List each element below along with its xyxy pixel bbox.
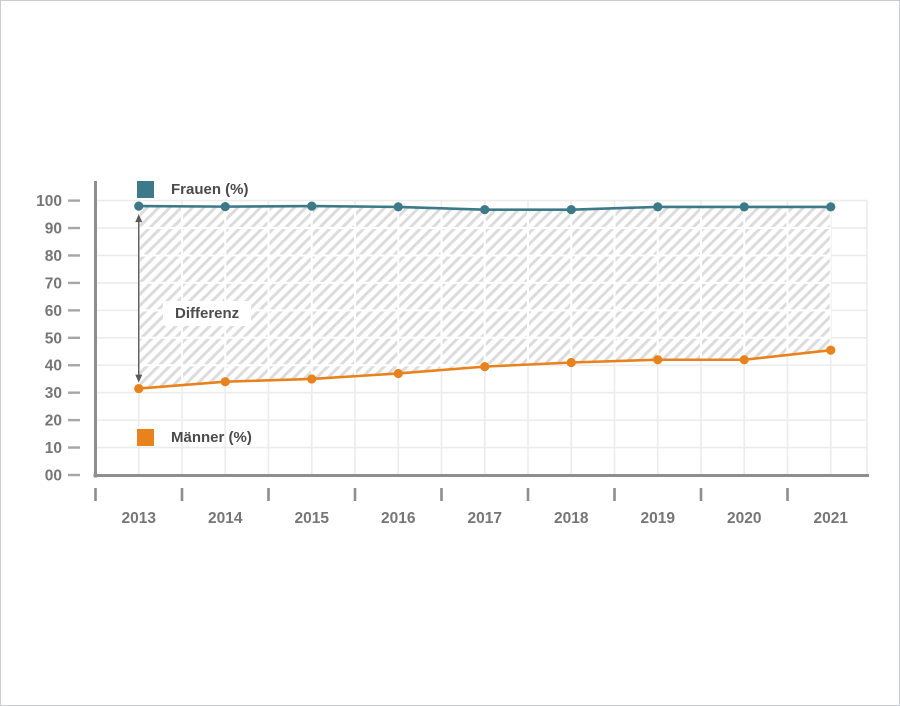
x-tick-label: 2014 xyxy=(208,510,243,527)
y-tick-label: 60 xyxy=(45,303,62,320)
y-axis-ticks-labels: 00 10 20 30 40 50 60 70 80 90 100 xyxy=(36,193,80,485)
x-tick-label: 2017 xyxy=(468,510,502,527)
data-point xyxy=(220,202,230,212)
data-point xyxy=(220,377,230,387)
data-point xyxy=(566,357,576,368)
y-tick-label: 00 xyxy=(45,468,62,485)
x-tick-label: 2015 xyxy=(295,510,330,527)
data-point xyxy=(393,202,403,212)
y-tick-label: 20 xyxy=(45,413,62,430)
data-point xyxy=(480,205,490,215)
frauen-series xyxy=(134,201,836,215)
data-point xyxy=(739,202,749,212)
data-point xyxy=(739,355,749,365)
data-point xyxy=(134,383,144,394)
y-tick-label: 50 xyxy=(45,330,62,347)
x-tick-label: 2021 xyxy=(814,510,849,527)
x-tick-label: 2018 xyxy=(554,510,589,527)
data-point xyxy=(134,201,144,211)
data-point xyxy=(480,362,490,372)
data-point xyxy=(393,368,403,379)
data-point xyxy=(566,205,576,215)
y-tick-label: 70 xyxy=(45,275,62,292)
data-point xyxy=(307,201,317,211)
maenner-series xyxy=(134,345,836,394)
data-point xyxy=(653,202,663,212)
axes xyxy=(93,181,869,478)
x-tick-label: 2013 xyxy=(122,510,157,527)
data-point xyxy=(826,202,836,212)
y-tick-label: 10 xyxy=(45,440,62,457)
y-tick-label: 40 xyxy=(45,358,62,375)
y-tick-label: 100 xyxy=(36,193,62,210)
y-tick-label: 80 xyxy=(45,248,62,265)
frauen-legend-label: Frauen (%) xyxy=(171,181,249,198)
y-tick-label: 90 xyxy=(45,221,62,238)
data-point xyxy=(653,355,663,365)
x-axis-ticks-labels: 2013 2014 2015 2016 2017 2018 2019 2020 2021 xyxy=(94,488,849,527)
maenner-legend-swatch xyxy=(137,429,154,446)
data-point xyxy=(826,345,836,355)
legend-maenner: Männer (%) xyxy=(137,429,252,446)
differenz-annotation-label: Differenz xyxy=(163,301,252,326)
x-tick-label: 2019 xyxy=(641,510,676,527)
x-tick-label: 2016 xyxy=(381,510,416,527)
differenz-arrow xyxy=(135,214,143,383)
legend-frauen: Frauen (%) xyxy=(137,181,249,198)
x-tick-label: 2020 xyxy=(727,510,761,527)
data-point xyxy=(307,374,317,384)
y-tick-label: 30 xyxy=(45,385,62,402)
frauen-legend-swatch xyxy=(137,181,154,198)
maenner-legend-label: Männer (%) xyxy=(171,429,252,446)
